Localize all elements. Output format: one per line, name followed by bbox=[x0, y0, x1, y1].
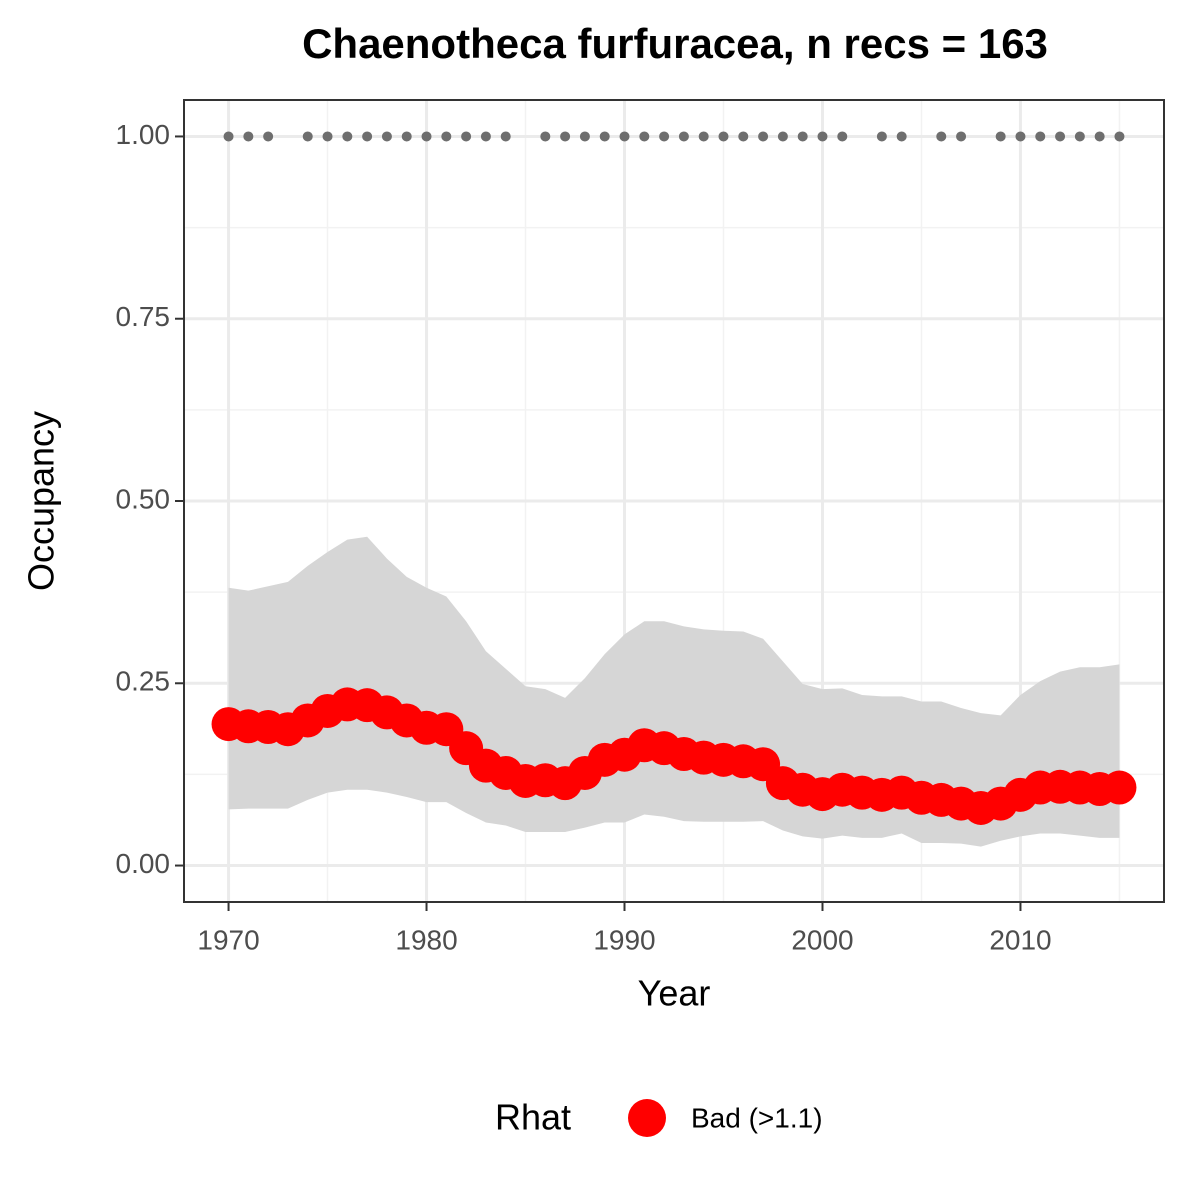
point bbox=[659, 131, 670, 142]
x-tick-label: 2010 bbox=[989, 924, 1051, 955]
point bbox=[500, 131, 511, 142]
point bbox=[758, 131, 769, 142]
x-tick-label: 1970 bbox=[197, 924, 259, 955]
point bbox=[797, 131, 808, 142]
point bbox=[995, 131, 1006, 142]
x-tick-label: 1990 bbox=[593, 924, 655, 955]
legend-label: Bad (>1.1) bbox=[691, 1102, 823, 1133]
point bbox=[540, 131, 551, 142]
point bbox=[243, 131, 254, 142]
point bbox=[480, 131, 491, 142]
point bbox=[896, 131, 907, 142]
panel-border bbox=[183, 99, 1165, 903]
point bbox=[738, 131, 749, 142]
point bbox=[678, 131, 689, 142]
ribbon bbox=[228, 536, 1120, 847]
point bbox=[698, 131, 709, 142]
point bbox=[1015, 131, 1026, 142]
point bbox=[421, 131, 432, 142]
point bbox=[817, 131, 828, 142]
x-tick-label: 2000 bbox=[791, 924, 853, 955]
point bbox=[263, 131, 274, 142]
point bbox=[342, 131, 353, 142]
point bbox=[599, 131, 610, 142]
point bbox=[639, 131, 650, 142]
x-axis-title: Year bbox=[638, 973, 711, 1014]
x-tick-label: 1980 bbox=[395, 924, 457, 955]
y-tick-label: 0.75 bbox=[116, 301, 171, 332]
point bbox=[619, 131, 630, 142]
point bbox=[876, 131, 887, 142]
y-tick-label: 0.25 bbox=[116, 666, 171, 697]
point bbox=[223, 131, 234, 142]
point bbox=[1055, 131, 1066, 142]
point bbox=[579, 131, 590, 142]
point bbox=[1035, 131, 1046, 142]
point bbox=[837, 131, 848, 142]
point bbox=[1102, 770, 1137, 805]
point bbox=[461, 131, 472, 142]
y-tick-label: 1.00 bbox=[116, 119, 171, 150]
chart-title: Chaenotheca furfuracea, n recs = 163 bbox=[302, 20, 1048, 67]
point bbox=[936, 131, 947, 142]
legend-key bbox=[628, 1099, 666, 1137]
point bbox=[302, 131, 313, 142]
point bbox=[381, 131, 392, 142]
point bbox=[441, 131, 452, 142]
point bbox=[1094, 131, 1105, 142]
point bbox=[718, 131, 729, 142]
point bbox=[956, 131, 967, 142]
legend-title: Rhat bbox=[495, 1097, 571, 1138]
point bbox=[362, 131, 373, 142]
point bbox=[1074, 131, 1085, 142]
point bbox=[1114, 131, 1125, 142]
y-tick-label: 0.00 bbox=[116, 848, 171, 879]
point bbox=[401, 131, 412, 142]
point bbox=[777, 131, 788, 142]
point bbox=[560, 131, 571, 142]
point bbox=[322, 131, 333, 142]
y-tick-label: 0.50 bbox=[116, 483, 171, 514]
y-axis-title: Occupancy bbox=[21, 411, 62, 591]
